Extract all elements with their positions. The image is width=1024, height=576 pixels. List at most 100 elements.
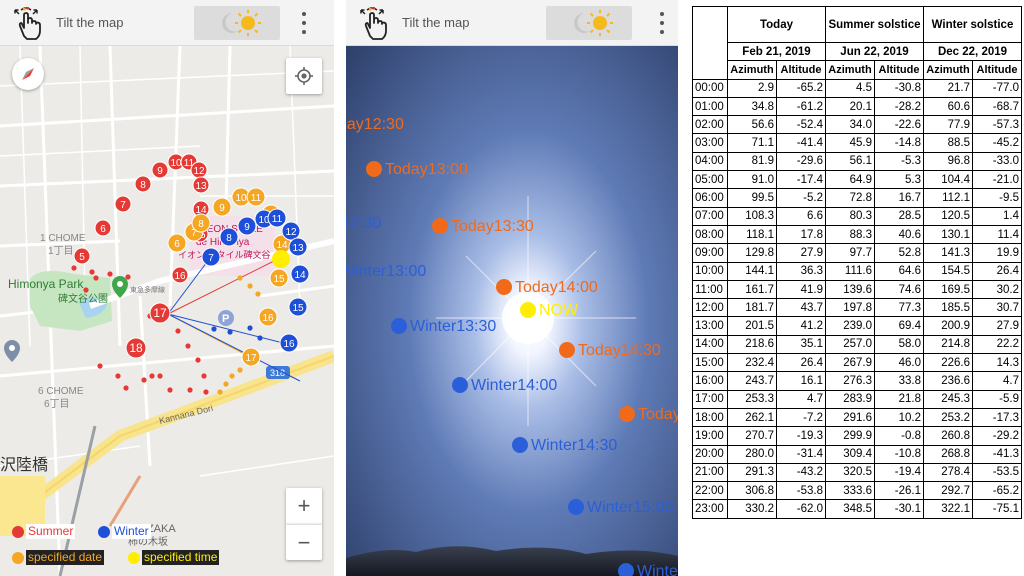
time-cell: 22:00 [692, 481, 728, 501]
trail-dot [141, 377, 147, 383]
altitude-cell: -14.8 [874, 133, 924, 153]
map-canvas[interactable]: 1 CHOME 1丁目 Himonya Park 碑文谷公園 6 CHOME 6… [0, 46, 334, 576]
table-row: 20:00 280.0 -31.4 309.4 -10.8 268.8 -41.3 [692, 444, 1022, 464]
my-location-button[interactable] [286, 58, 322, 94]
azimuth-cell: 181.7 [727, 298, 777, 318]
azimuth-cell: 226.6 [923, 353, 973, 373]
legend-specified-time: specified time [128, 550, 220, 565]
parking-pin-icon[interactable]: P [218, 310, 234, 326]
date-marker: 17 [241, 347, 261, 367]
day-night-toggle-ar[interactable] [546, 6, 632, 40]
time-cell: 00:00 [692, 78, 728, 98]
altitude-cell: 14.3 [972, 353, 1022, 373]
azimuth-cell: 139.6 [825, 279, 875, 300]
ar-sun-label-text: Today [638, 406, 678, 423]
group-header-summer: Summer solstice [825, 6, 924, 43]
azimuth-cell: 81.9 [727, 151, 777, 172]
zoom-out-button[interactable]: − [286, 524, 322, 560]
azimuth-cell: 330.2 [727, 499, 777, 519]
winter-marker: 11 [267, 208, 287, 228]
altitude-cell: -10.8 [874, 444, 924, 464]
summer-marker: 5 [73, 247, 91, 265]
summer-legend-dot [12, 525, 24, 538]
azimuth-cell: 60.6 [923, 96, 973, 117]
compass-button[interactable] [12, 58, 44, 90]
place-pin-icon[interactable] [4, 340, 20, 362]
winter-marker-label: 12 [285, 227, 297, 238]
date-marker: 16 [258, 307, 278, 327]
altitude-cell: 4.7 [972, 371, 1022, 391]
azimuth-cell: 280.0 [727, 444, 777, 464]
ar-sun-label-text: Today13:00 [385, 161, 468, 178]
altitude-cell: -65.2 [972, 481, 1022, 501]
azimuth-cell: 348.5 [825, 499, 875, 519]
altitude-cell: -0.8 [874, 426, 924, 446]
azimuth-cell: 270.7 [727, 426, 777, 446]
tilt-hand-icon[interactable] [10, 6, 46, 42]
azimuth-cell: 88.5 [923, 133, 973, 153]
winter-marker: 14 [290, 264, 310, 284]
summer-marker: 6 [94, 219, 112, 237]
trail-dot [167, 387, 173, 393]
azimuth-cell: 144.1 [727, 261, 777, 281]
azimuth-cell: 185.5 [923, 298, 973, 318]
summer-marker-label: 10 [170, 158, 182, 169]
table-row: 09:00 129.8 27.9 97.7 52.8 141.3 19.9 [692, 243, 1022, 263]
ar-sun-label: day12:30 [346, 116, 404, 133]
table-row: 06:00 99.5 -5.2 72.8 16.7 112.1 -9.5 [692, 188, 1022, 208]
table-row: 05:00 91.0 -17.4 64.9 5.3 104.4 -21.0 [692, 170, 1022, 190]
trail-dot [125, 274, 131, 280]
altitude-cell: -65.2 [776, 78, 826, 98]
date-header-winter: Dec 22, 2019 [923, 41, 1022, 62]
table-row: 15:00 232.4 26.4 267.9 46.0 226.6 14.3 [692, 353, 1022, 373]
altitude-cell: 22.2 [972, 334, 1022, 355]
park-pin-icon[interactable] [112, 276, 128, 298]
ar-sun-label-text: Winter13:00 [346, 263, 426, 280]
azimuth-cell: 201.5 [727, 316, 777, 336]
specified-date-markers: 678910111214151617 [167, 187, 292, 367]
azimuth-cell: 88.3 [825, 224, 875, 245]
altitude-cell: -5.2 [776, 188, 826, 208]
trail-dot [237, 367, 243, 373]
ar-sun-dot [568, 499, 584, 515]
winter-marker-label: 7 [208, 253, 214, 264]
altitude-cell: -53.8 [776, 481, 826, 501]
azimuth-cell: 239.0 [825, 316, 875, 336]
time-cell: 16:00 [692, 371, 728, 391]
azimuth-cell: 278.4 [923, 462, 973, 483]
ar-sun-label: Today14:00 [496, 279, 598, 296]
trail-dot [217, 389, 223, 395]
azimuth-cell: 99.5 [727, 188, 777, 208]
ar-sky-view[interactable]: day12:30 Today13:00 r12:30 Today13:30 Winter… [346, 46, 678, 576]
more-vert-icon[interactable] [654, 10, 670, 36]
date-header-today: Feb 21, 2019 [727, 41, 826, 62]
ar-sun-dot [520, 302, 536, 318]
time-cell: 17:00 [692, 389, 728, 409]
more-vert-icon[interactable] [296, 10, 312, 36]
table-row: 22:00 306.8 -53.8 333.6 -26.1 292.7 -65.2 [692, 481, 1022, 501]
azimuth-cell: 80.3 [825, 206, 875, 226]
ar-sun-dot [366, 161, 382, 177]
date-legend-dot [12, 551, 24, 564]
trail-dot [211, 326, 217, 332]
ar-sun-dot [559, 342, 575, 358]
azimuth-cell: 218.6 [727, 334, 777, 355]
app-bar-ar: Tilt the map [346, 0, 678, 46]
time-legend-dot [128, 551, 140, 564]
summer-marker: 8 [134, 175, 152, 193]
ar-camera-panel: Tilt the map [346, 0, 678, 576]
altitude-cell: -5.3 [874, 151, 924, 172]
azimuth-cell: 77.9 [923, 115, 973, 135]
azimuth-cell: 56.6 [727, 115, 777, 135]
date-marker-label: 17 [245, 353, 257, 364]
altitude-cell: 4.7 [776, 389, 826, 409]
time-cell: 05:00 [692, 170, 728, 190]
winter-marker-label: 8 [226, 233, 232, 244]
group-header-today: Today [727, 6, 826, 43]
day-night-toggle[interactable] [194, 6, 280, 40]
legend-winter: Winter [98, 524, 151, 539]
zoom-in-button[interactable]: + [286, 488, 322, 524]
summer-marker-label: 5 [79, 252, 85, 263]
tilt-hand-icon[interactable] [356, 6, 392, 42]
altitude-cell: 26.4 [776, 353, 826, 373]
